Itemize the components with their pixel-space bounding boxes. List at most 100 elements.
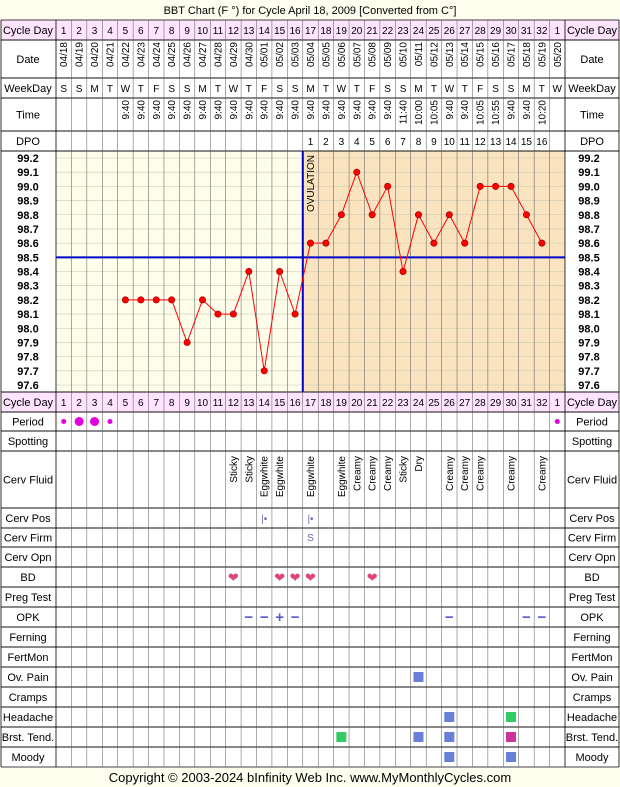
- temperature-point: [337, 211, 345, 219]
- time-label: 9:40: [368, 100, 379, 120]
- cycle-day-number-bottom: 27: [459, 398, 471, 409]
- cerv-fluid-label: Dry: [414, 456, 425, 472]
- time-label: 10:05: [429, 100, 440, 125]
- headache-marker: [444, 712, 455, 722]
- cerv-fluid-label: Eggwhite: [337, 456, 348, 498]
- date-label: 05/14: [460, 42, 471, 67]
- row-label-right-preg-test: Preg Test: [569, 592, 615, 604]
- cycle-day-number-bottom: 26: [444, 398, 456, 409]
- row-label-right-headache: Headache: [567, 712, 617, 724]
- cycle-day-number-bottom: 28: [475, 398, 487, 409]
- date-label: 04/21: [105, 42, 116, 67]
- cycle-day-number: 16: [290, 26, 302, 37]
- opk-result: −: [291, 609, 300, 626]
- dpo-number: 10: [444, 137, 456, 148]
- time-label: 9:40: [152, 100, 163, 120]
- cycle-day-number: 11: [213, 26, 224, 37]
- temperature-point: [260, 367, 268, 375]
- time-label: 9:40: [229, 100, 240, 120]
- cycle-day-number-bottom: 1: [555, 398, 561, 409]
- time-label: 9:40: [167, 100, 178, 120]
- y-tick-label-left: 99.2: [17, 153, 38, 165]
- y-tick-label-right: 98.9: [578, 196, 599, 208]
- y-tick-label-right: 99.1: [578, 167, 599, 179]
- bd-heart-icon: ❤: [290, 570, 301, 585]
- date-label: 04/23: [136, 42, 147, 67]
- dpo-number: 12: [475, 137, 487, 148]
- dpo-number: 16: [536, 137, 548, 148]
- row-label-right-fertmon: FertMon: [572, 652, 613, 664]
- date-label: 04/26: [183, 42, 194, 67]
- cycle-day-number: 12: [228, 26, 240, 37]
- date-label: 05/05: [321, 42, 332, 67]
- temperature-point: [399, 267, 407, 275]
- temperature-point: [476, 182, 484, 190]
- time-label: 9:40: [445, 100, 456, 120]
- row-label-right-cerv-firm: Cerv Firm: [568, 533, 616, 545]
- temperature-point: [137, 296, 145, 304]
- y-tick-label-right: 98.1: [578, 309, 599, 321]
- cycle-day-number-bottom: 11: [213, 398, 224, 409]
- temperature-point: [183, 338, 191, 346]
- row-label-left-fertmon: FertMon: [8, 652, 49, 664]
- opk-result: −: [537, 609, 546, 626]
- weekday-letter: T: [354, 84, 360, 95]
- row-label-right-cerv-fluid: Cerv Fluid: [567, 475, 617, 487]
- time-label: 9:40: [291, 100, 302, 120]
- opk-result: −: [244, 609, 253, 626]
- y-tick-label-right: 98.8: [578, 210, 599, 222]
- weekday-letter: M: [306, 84, 314, 95]
- temperature-point: [414, 211, 422, 219]
- temperature-point: [152, 296, 160, 304]
- date-label: 04/30: [244, 42, 255, 67]
- cycle-day-number: 13: [243, 26, 255, 37]
- cycle-day-number: 28: [475, 26, 487, 37]
- date-label: 05/08: [368, 42, 379, 67]
- headache-marker: [506, 712, 517, 722]
- date-label: 04/18: [59, 42, 70, 67]
- cycle-day-number: 2: [76, 26, 82, 37]
- temperature-point: [353, 168, 361, 176]
- row-label-left-date: Date: [16, 54, 39, 66]
- opk-result: +: [275, 609, 284, 626]
- dpo-number: 7: [400, 137, 406, 148]
- cycle-day-number-bottom: 30: [505, 398, 517, 409]
- cycle-day-number-bottom: 8: [169, 398, 175, 409]
- row-label-right-cerv-pos: Cerv Pos: [569, 513, 615, 525]
- cycle-day-number-bottom: 16: [290, 398, 302, 409]
- cycle-day-number: 19: [336, 26, 348, 37]
- date-label: 05/10: [399, 42, 410, 67]
- period-dot: [554, 419, 560, 424]
- row-label-right-cerv-opn: Cerv Opn: [568, 552, 615, 564]
- cycle-day-number-bottom: 25: [428, 398, 440, 409]
- row-label-right-cramps: Cramps: [573, 692, 612, 704]
- cycle-day-number-bottom: 24: [413, 398, 425, 409]
- row-label-left-cerv-opn: Cerv Opn: [4, 552, 51, 564]
- brst-tend-marker: [506, 732, 517, 742]
- row-label-right-time: Time: [580, 110, 604, 122]
- cerv-pos-marker: |•: [261, 514, 268, 525]
- bd-heart-icon: ❤: [367, 570, 378, 585]
- date-label: 05/19: [537, 42, 548, 67]
- row-label-left-ov-pain: Ov. Pain: [7, 672, 48, 684]
- weekday-letter: S: [168, 84, 175, 95]
- moody-marker: [506, 752, 517, 762]
- time-label: 9:40: [460, 100, 471, 120]
- cycle-day-number: 22: [382, 26, 394, 37]
- cycle-day-number: 5: [123, 26, 129, 37]
- dpo-number: 11: [460, 137, 471, 148]
- temperature-point: [199, 296, 207, 304]
- dpo-number: 3: [339, 137, 345, 148]
- y-tick-label-left: 97.9: [17, 337, 38, 349]
- row-label-left-period: Period: [12, 417, 44, 429]
- cycle-day-row-bg: [1, 20, 619, 40]
- time-label: 9:40: [337, 100, 348, 120]
- weekday-letter: S: [276, 84, 283, 95]
- cycle-day-number-bottom: 4: [107, 398, 113, 409]
- row-label-left-time: Time: [16, 110, 40, 122]
- cycle-day-number: 6: [138, 26, 144, 37]
- weekday-letter: W: [121, 84, 131, 95]
- cycle-day-number: 7: [153, 26, 159, 37]
- temperature-point: [322, 239, 330, 247]
